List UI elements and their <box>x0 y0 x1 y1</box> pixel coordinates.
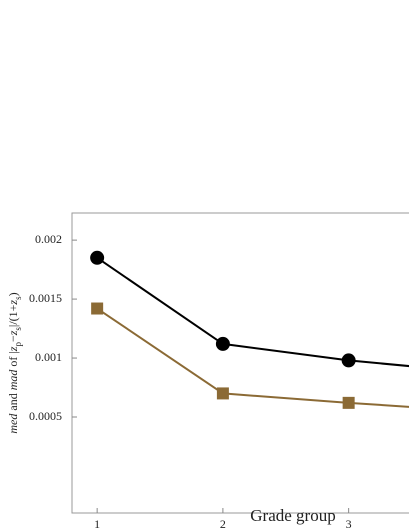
y-label-part: mad <box>6 369 20 391</box>
y-label-part: s <box>13 327 23 331</box>
y-tick-label: 0.0015 <box>29 291 62 305</box>
x-axis-label: Grade group <box>250 506 335 525</box>
y-label-part: med <box>6 413 20 434</box>
y-label-part: |/(1+ <box>6 304 20 327</box>
plot-frame <box>71 212 409 514</box>
y-label-part: z <box>6 330 20 336</box>
y-tick-label: 0.001 <box>35 350 62 364</box>
y-tick-label: 0.0005 <box>29 409 62 423</box>
y-label-part: − <box>6 335 20 342</box>
y-label-part: p <box>13 342 23 347</box>
y-label-part: and <box>6 390 20 413</box>
y-label-part: ) <box>6 292 20 296</box>
y-label-part: of | <box>6 351 20 369</box>
series-line <box>96 307 409 408</box>
marker <box>90 250 105 265</box>
plot-area <box>90 250 409 409</box>
x-tick-label: 1 <box>94 517 100 529</box>
y-tick-label: 0.002 <box>35 232 62 246</box>
y-label-part: z <box>6 300 20 306</box>
y-label-part: s <box>13 296 23 300</box>
marker <box>215 336 230 351</box>
y-axis-label: med and mad of |zp−zs|/(1+zs) <box>6 292 23 433</box>
marker <box>91 302 104 315</box>
marker <box>341 353 356 368</box>
marker <box>342 396 355 409</box>
y-label-part: z <box>6 346 20 352</box>
x-tick-label: 2 <box>220 517 226 529</box>
x-tick-label: 3 <box>346 517 352 529</box>
marker <box>216 387 229 400</box>
series-line <box>96 256 409 368</box>
